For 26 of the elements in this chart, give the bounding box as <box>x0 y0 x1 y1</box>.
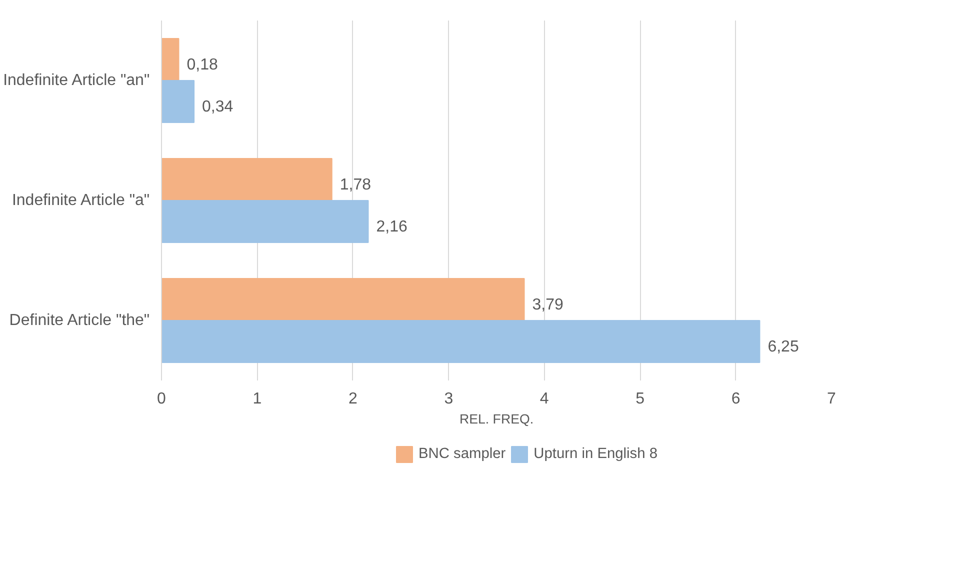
data-label: 0,34 <box>202 98 234 116</box>
data-label: 1,78 <box>340 176 372 194</box>
legend-label: Upturn in English 8 <box>534 446 658 462</box>
data-label: 2,16 <box>376 218 408 236</box>
x-tick-label: 7 <box>827 390 836 408</box>
bar <box>162 320 760 363</box>
data-label: 3,79 <box>532 296 564 314</box>
y-tick-label: Indefinite Article "an" <box>3 72 150 89</box>
bar <box>162 38 180 81</box>
x-tick-label: 4 <box>540 390 549 408</box>
x-tick-label: 3 <box>444 390 454 408</box>
bar <box>162 158 332 201</box>
y-tick-label: Definite Article "the" <box>9 312 150 329</box>
x-tick-label: 0 <box>157 390 166 408</box>
x-tick-label: 6 <box>731 390 740 408</box>
data-label: 0,18 <box>186 56 218 74</box>
x-tick-label: 2 <box>348 390 358 408</box>
bar <box>162 80 195 123</box>
data-label: 6,25 <box>768 338 799 356</box>
x-tick-label: 1 <box>252 390 262 408</box>
x-axis-title: REL. FREQ. <box>459 412 534 426</box>
bar <box>162 278 525 321</box>
y-tick-label: Indefinite Article "a" <box>12 192 150 209</box>
legend-label: BNC sampler <box>418 446 506 462</box>
bar <box>162 200 369 243</box>
x-tick-label: 5 <box>636 390 645 408</box>
